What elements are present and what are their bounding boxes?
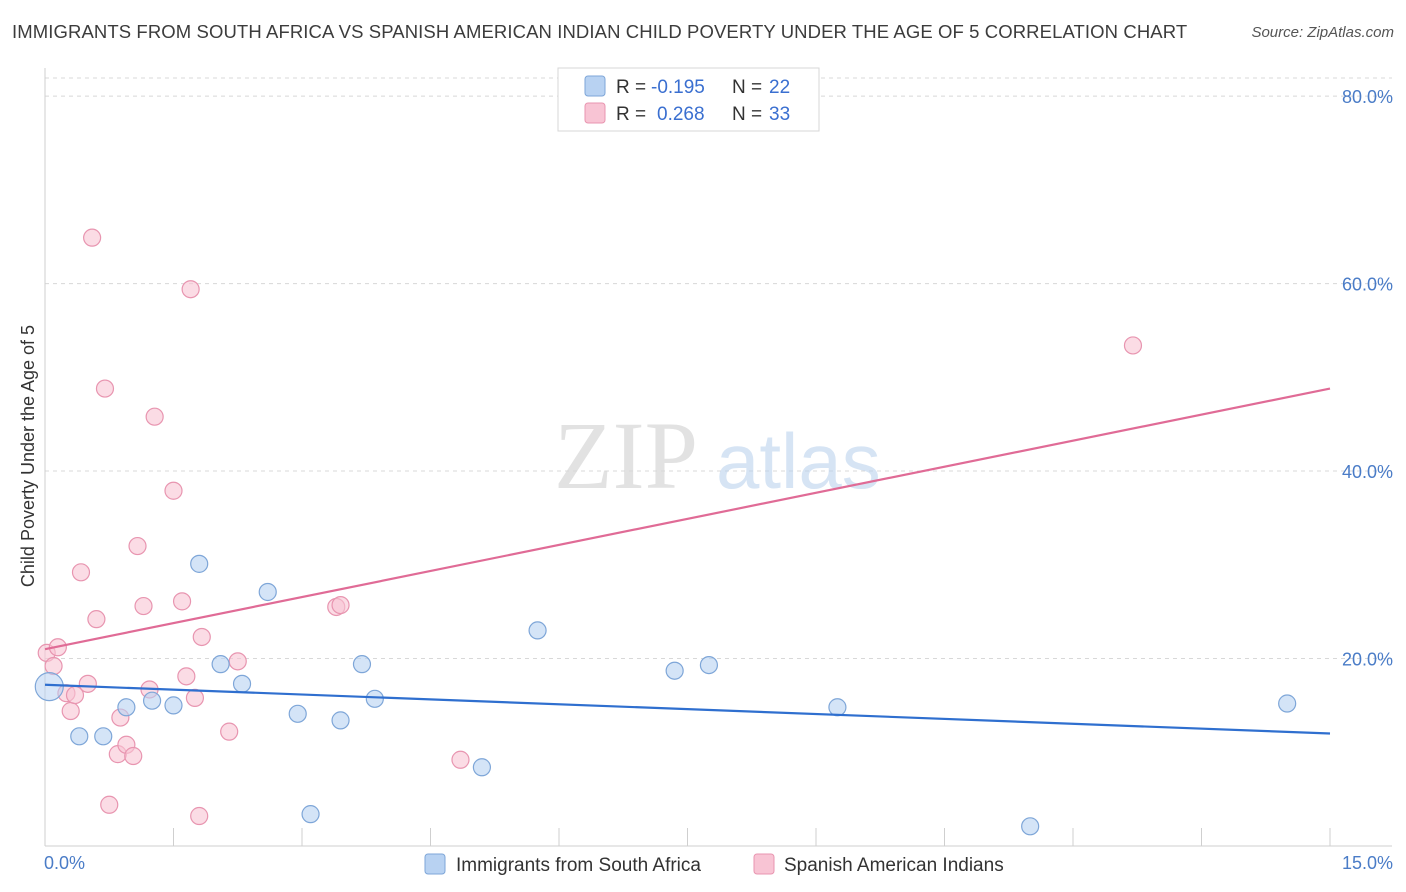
pink-point-31 (451, 750, 470, 769)
chart-title: IMMIGRANTS FROM SOUTH AFRICA VS SPANISH … (12, 21, 1188, 42)
blue-point-12 (331, 711, 350, 730)
blue-point-10 (288, 704, 307, 723)
blue-point-21 (1278, 694, 1297, 713)
series-legend-label-pink: Spanish American Indians (784, 855, 1004, 876)
blue-point-16 (528, 621, 547, 640)
blue-point-8 (232, 674, 252, 693)
pink-point-26 (192, 627, 211, 647)
blue-point-13 (352, 655, 372, 674)
pink-point-22 (177, 667, 196, 686)
blue-point-2 (94, 727, 113, 746)
blue-point-0 (34, 672, 64, 702)
source-label: Source: ZipAtlas.com (1251, 24, 1394, 41)
legend-n-label-1: N = (732, 77, 762, 98)
blue-point-15 (472, 758, 491, 777)
legend-n-value-2: 33 (769, 104, 790, 125)
pink-point-24 (185, 688, 205, 707)
legend-n-label-2: N = (732, 104, 762, 125)
trend-line-spanish-american-indians (44, 387, 1331, 651)
x-tick-label-min: 0.0% (44, 853, 85, 873)
series-spanish-american-indians-points (37, 228, 1143, 826)
legend-n-value-1: 22 (769, 77, 790, 98)
pink-point-19 (145, 407, 164, 426)
blue-point-14 (365, 689, 384, 708)
blue-point-18 (699, 655, 719, 675)
stats-legend: R = -0.195 N = 22 R = 0.268 N = 33 (557, 67, 820, 132)
blue-point-17 (665, 661, 684, 680)
trend-lines (44, 387, 1331, 735)
series-legend-swatch-pink (753, 853, 775, 875)
legend-swatch-pink (584, 102, 606, 124)
watermark-zip: ZIP (554, 402, 698, 509)
y-tick-label-80: 80.0% (1342, 87, 1393, 107)
pink-point-28 (228, 652, 247, 671)
legend-r-label-1: R = (616, 77, 646, 98)
blue-point-9 (258, 582, 277, 602)
pink-point-21 (172, 592, 192, 611)
y-tick-label-40: 40.0% (1342, 462, 1393, 482)
pink-point-7 (78, 674, 97, 693)
legend-r-value-1: -0.195 (651, 77, 705, 98)
series-legend: Immigrants from South Africa Spanish Ame… (424, 853, 1004, 876)
pink-point-17 (134, 596, 153, 616)
blue-point-5 (164, 696, 183, 715)
legend-r-label-2: R = (616, 104, 646, 125)
pink-point-1 (44, 656, 63, 676)
pink-point-10 (95, 379, 115, 398)
y-tick-labels: 20.0% 40.0% 60.0% 80.0% (1342, 87, 1393, 669)
pink-point-30 (331, 596, 350, 615)
x-axis-ticks (44, 828, 1331, 846)
x-tick-label-max: 15.0% (1342, 853, 1393, 873)
blue-point-3 (117, 698, 136, 717)
series-legend-label-blue: Immigrants from South Africa (456, 855, 701, 876)
blue-point-19 (828, 698, 847, 717)
watermark-atlas: atlas (716, 417, 881, 505)
pink-point-11 (100, 795, 119, 814)
pink-point-4 (61, 701, 80, 721)
pink-point-15 (124, 746, 143, 766)
blue-point-20 (1021, 817, 1040, 836)
gridlines (45, 77, 1392, 660)
blue-point-11 (301, 805, 320, 824)
pink-point-32 (1123, 336, 1143, 355)
y-axis-label: Child Poverty Under the Age of 5 (18, 325, 38, 587)
pink-point-20 (164, 481, 183, 500)
series-legend-swatch-blue (424, 853, 446, 875)
blue-point-7 (211, 655, 230, 674)
pink-point-8 (83, 228, 102, 247)
legend-r-value-2: 0.268 (657, 104, 705, 125)
pink-point-27 (220, 722, 239, 741)
blue-point-6 (190, 554, 209, 573)
pink-point-25 (190, 806, 209, 826)
pink-point-6 (71, 563, 91, 582)
legend-swatch-blue (584, 75, 606, 97)
blue-point-4 (142, 691, 162, 710)
blue-point-1 (70, 727, 89, 746)
trend-line-immigrants-south-africa (44, 683, 1331, 735)
pink-point-16 (128, 536, 147, 556)
pink-point-9 (87, 610, 106, 629)
series-immigrants-south-africa-points (34, 554, 1297, 836)
y-tick-label-20: 20.0% (1342, 650, 1393, 670)
y-tick-label-60: 60.0% (1342, 275, 1393, 295)
pink-point-23 (181, 280, 200, 299)
